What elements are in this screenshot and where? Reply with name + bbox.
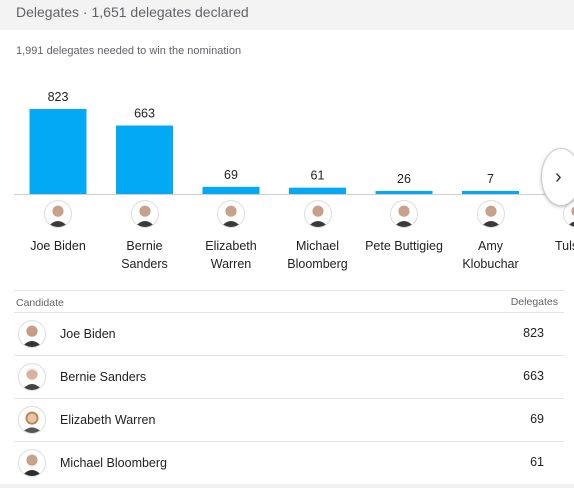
candidate-photo-icon [44, 200, 72, 228]
bar-value-label: 7 [487, 172, 494, 186]
row-delegate-count: 823 [523, 326, 544, 340]
candidate-photo-icon [130, 200, 159, 228]
table-row[interactable]: Bernie Sanders 663 [14, 356, 564, 399]
chart-subtitle: 1,991 delegates needed to win the nomina… [16, 45, 242, 57]
table-row[interactable]: Elizabeth Warren 69 [14, 399, 564, 442]
section-header: Delegates · 1,651 delegates declared [0, 0, 574, 30]
candidate-photo-icon [18, 406, 46, 434]
candidate-column[interactable]: Amy Klobuchar [441, 200, 541, 273]
candidate-name-label: Michael Bloomberg [287, 239, 348, 271]
candidate-photo-icon [390, 200, 418, 228]
table-row[interactable]: Joe Biden 823 [14, 313, 564, 356]
candidate-name-label: Elizabeth Warren [205, 239, 257, 271]
candidate-column[interactable]: Bernie Sanders [95, 200, 195, 273]
bar-value-label: 26 [397, 172, 411, 186]
candidate-column[interactable]: Tulsi G [527, 200, 574, 255]
column-header-candidate[interactable]: Candidate [16, 297, 64, 309]
bar-value-label: 663 [134, 107, 155, 121]
candidate-name-label: Pete Buttigieg [365, 239, 443, 253]
candidate-photo-icon [303, 200, 332, 228]
row-candidate-name: Elizabeth Warren [60, 413, 156, 427]
candidate-photo-icon [18, 449, 46, 477]
bar-value-label: 69 [224, 168, 238, 182]
delegates-table: Candidate Delegates Joe Biden 823 Bernie… [14, 290, 564, 485]
row-candidate-name: Bernie Sanders [60, 370, 147, 384]
candidate-column[interactable]: Michael Bloomberg [268, 200, 368, 273]
bar-joe-biden[interactable] [29, 109, 87, 194]
candidate-name-label: Joe Biden [30, 239, 86, 253]
row-delegate-count: 663 [523, 369, 544, 383]
table-header: Candidate Delegates [14, 291, 564, 313]
bar-pete-buttigieg[interactable] [375, 191, 433, 194]
candidate-photo-icon [476, 200, 505, 228]
candidate-name-label: Amy Klobuchar [462, 239, 519, 271]
row-delegate-count: 69 [530, 412, 544, 426]
delegates-bar-chart: 823 663 69 61 26 7 Joe Biden Bernie Sanders Eliz… [0, 70, 574, 290]
bar-value-label: 823 [48, 90, 69, 104]
candidate-column[interactable]: Pete Buttigieg [354, 200, 454, 255]
bar-bernie-sanders[interactable] [116, 125, 173, 194]
candidate-column[interactable]: Joe Biden [8, 200, 108, 255]
candidate-photo-icon [18, 320, 46, 348]
bar-elizabeth-warren[interactable] [202, 186, 260, 194]
candidate-photo-icon [217, 200, 245, 228]
candidate-column[interactable]: Elizabeth Warren [181, 200, 281, 273]
chevron-right-icon: › [555, 165, 562, 188]
next-page-button[interactable]: › [541, 148, 574, 206]
candidate-name-label: Bernie Sanders [121, 239, 168, 271]
row-candidate-name: Michael Bloomberg [60, 456, 167, 470]
row-delegate-count: 61 [530, 455, 544, 469]
bar-chart-svg: 823 663 69 61 26 7 [14, 90, 574, 195]
bottom-divider [0, 484, 574, 488]
bar-michael-bloomberg[interactable] [289, 187, 346, 194]
candidate-name-label: Tulsi G [555, 239, 574, 253]
table-row[interactable]: Michael Bloomberg 61 [14, 442, 564, 485]
column-header-delegates[interactable]: Delegates [510, 296, 558, 308]
section-title: Delegates · 1,651 delegates declared [16, 4, 249, 20]
bar-value-label: 61 [311, 169, 325, 183]
bar-amy-klobuchar[interactable] [462, 191, 519, 194]
row-candidate-name: Joe Biden [60, 327, 116, 341]
candidate-photo-icon [18, 363, 46, 391]
